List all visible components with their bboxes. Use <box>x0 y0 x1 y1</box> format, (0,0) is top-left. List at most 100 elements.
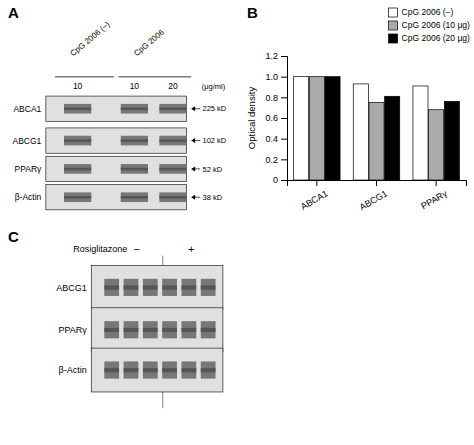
blot-subband <box>181 368 196 372</box>
bar <box>413 86 428 180</box>
row-label: ABCA1 <box>13 104 41 114</box>
legend-label: CpG 2006 (10 μg) <box>402 20 470 30</box>
blot-box <box>91 265 223 309</box>
blot-subband <box>104 368 119 372</box>
blot-subband <box>143 285 158 289</box>
figure: ACpG 2006 (−)CpG 2006101020(μg/ml)ABCA12… <box>0 0 474 445</box>
x-tick: PPARγ <box>419 180 449 211</box>
bar <box>309 77 324 180</box>
blot-subband <box>143 368 158 372</box>
column-dose: 20 <box>168 81 178 91</box>
blot-subband <box>201 328 216 332</box>
bar <box>385 96 400 180</box>
blot-subband <box>162 285 177 289</box>
blot-band <box>143 279 158 296</box>
blot-band <box>159 104 186 114</box>
legend-item: CpG 2006 (−) <box>389 7 454 17</box>
blot-subband <box>143 328 158 332</box>
y-tick-label: 0.2 <box>265 155 278 165</box>
column-dose: 10 <box>73 81 83 91</box>
blot-band <box>181 321 196 338</box>
y-tick: 1.2 <box>265 51 287 61</box>
blot-subband <box>159 108 186 111</box>
blot-box <box>46 128 187 153</box>
x-tick: ABCA1 <box>299 180 330 212</box>
blot-band <box>64 104 91 114</box>
y-tick: 0 <box>273 175 287 185</box>
blot-box <box>46 156 187 181</box>
y-tick-label: 0.8 <box>265 93 278 103</box>
blot-subband <box>64 168 91 171</box>
panel-b: B 0 0.2 0.4 0.6 0.8 1.0 1.2 ABCA1 ABCG1 PPARγ Optic… <box>246 4 470 212</box>
y-tick: 0.6 <box>265 113 287 123</box>
bar <box>353 84 368 180</box>
row-label: ABCG1 <box>56 283 87 293</box>
y-tick-label: 0.6 <box>265 113 278 123</box>
blot-subband <box>104 285 119 289</box>
y-tick: 0.8 <box>265 93 287 103</box>
bar <box>294 77 309 180</box>
panel-label: B <box>247 4 258 21</box>
x-tick-label: ABCG1 <box>358 188 389 212</box>
blot-band <box>159 192 186 202</box>
y-tick-mark <box>281 139 287 140</box>
bar-series <box>309 77 443 180</box>
arrow-head <box>191 166 195 171</box>
y-tick: 1.0 <box>265 72 287 82</box>
legend: CpG 2006 (−)CpG 2006 (10 μg)CpG 2006 (20… <box>389 7 470 43</box>
header-line <box>119 76 192 77</box>
panel-label: C <box>8 228 19 245</box>
blot-band <box>121 192 148 202</box>
legend-label: CpG 2006 (−) <box>402 7 454 17</box>
header: Rosiglitazone <box>73 244 127 254</box>
blot-band <box>104 321 119 338</box>
blot-subband <box>181 285 196 289</box>
y-tick: 0.4 <box>265 134 287 144</box>
row-label: β-Actin <box>15 192 42 202</box>
bar <box>369 103 384 181</box>
y-tick-mark <box>281 118 287 119</box>
kd-label: 225 kD <box>202 104 226 113</box>
kd-label: 102 kD <box>202 136 226 145</box>
legend-item: CpG 2006 (10 μg) <box>389 20 470 30</box>
x-tick-mark <box>436 180 437 186</box>
y-tick-label: 1.0 <box>265 72 278 82</box>
blot-subband <box>64 196 91 199</box>
header-line <box>55 76 114 77</box>
blot-subband <box>124 285 139 289</box>
arrow-head <box>191 106 195 111</box>
row-label: PPARγ <box>15 164 43 174</box>
blot-subband <box>159 196 186 199</box>
blot-band <box>104 279 119 296</box>
y-axis-line <box>281 57 288 181</box>
x-tick-label: PPARγ <box>419 188 449 211</box>
panel-label: A <box>8 4 19 21</box>
blot-band <box>201 321 216 338</box>
x-axis: ABCA1 ABCG1 PPARγ <box>288 180 467 212</box>
blot-subband <box>121 196 148 199</box>
y-tick-mark <box>281 159 287 160</box>
y-axis-title: Optical density <box>246 87 257 150</box>
blot-box <box>46 96 187 121</box>
legend-swatch <box>389 34 398 43</box>
y-tick-mark <box>281 77 287 78</box>
blot-band <box>64 136 91 146</box>
blot-band <box>162 321 177 338</box>
blot-subband <box>121 108 148 111</box>
arrow-head <box>191 195 195 200</box>
column-dose: 10 <box>130 81 140 91</box>
kd-label: 52 kD <box>202 165 222 174</box>
x-tick-mark <box>376 180 377 186</box>
blot-subband <box>104 328 119 332</box>
blot-box <box>91 308 223 352</box>
legend-swatch <box>389 8 398 17</box>
y-tick-mark <box>281 97 287 98</box>
blot-box <box>46 185 187 210</box>
blot-band <box>143 361 158 378</box>
blot-band <box>201 361 216 378</box>
row-label: ABCG1 <box>12 136 41 146</box>
blot-subband <box>162 328 177 332</box>
column-header: CpG 2006 (−) <box>69 20 112 58</box>
blot-box <box>91 348 223 392</box>
blot-subband <box>124 368 139 372</box>
